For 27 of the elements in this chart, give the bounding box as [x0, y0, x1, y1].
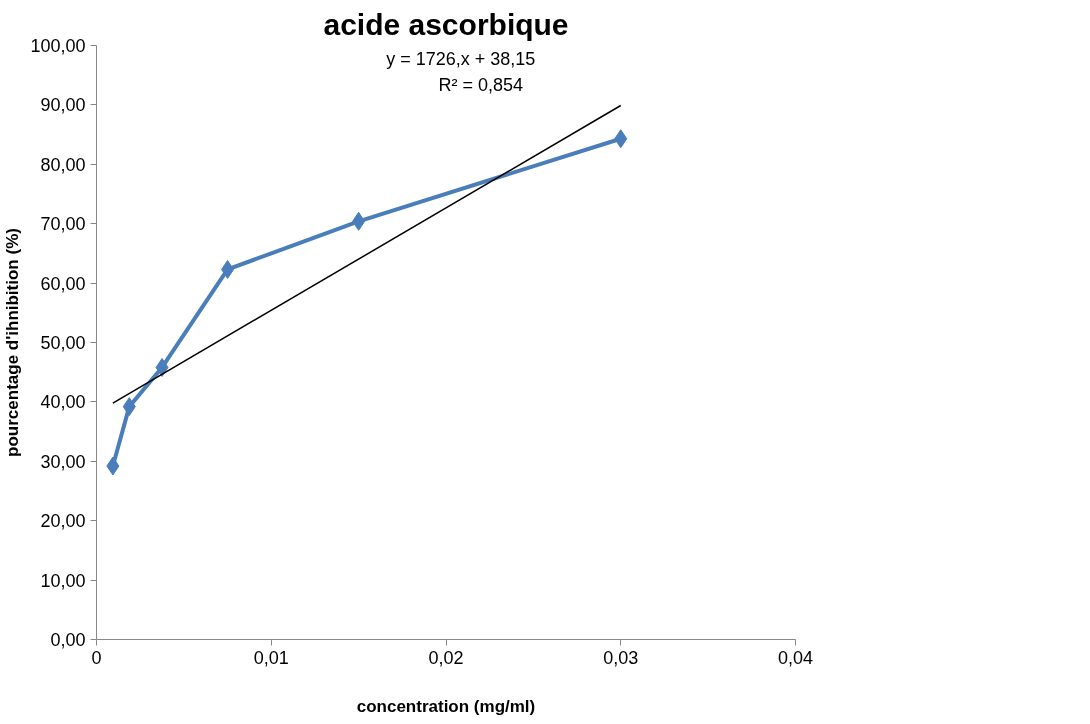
- point: [106, 456, 120, 476]
- y-tick-label: 0,00: [50, 630, 86, 650]
- y-tick-label: 80,00: [40, 154, 86, 175]
- point: [122, 397, 136, 417]
- y-tick-label: 70,00: [40, 214, 86, 235]
- y-axis-title: pourcentage d'ihnibition (%): [3, 228, 23, 457]
- point: [352, 211, 366, 231]
- chart-title: acide ascorbique: [323, 7, 569, 41]
- x-axis-title: concentration (mg/ml): [356, 696, 536, 716]
- x-tick-label: 0,03: [603, 647, 639, 668]
- x-tick-label: 0,01: [253, 647, 289, 668]
- point: [155, 357, 169, 377]
- y-tick-label: 100,00: [30, 36, 86, 56]
- annotation: R² = 0,854: [438, 75, 524, 96]
- point: [221, 259, 235, 279]
- y-tick-label: 20,00: [40, 511, 86, 532]
- y-tick-label: 90,00: [40, 95, 86, 116]
- y-tick-label: 50,00: [40, 333, 86, 353]
- x-tick-label: 0,02: [428, 647, 464, 668]
- x-tick-label: 0: [91, 647, 102, 668]
- x-tick-label: 0,04: [777, 647, 814, 668]
- y-tick-label: 10,00: [40, 570, 86, 591]
- point: [614, 129, 628, 149]
- y-tick-label: 60,00: [40, 273, 86, 294]
- y-tick-label: 40,00: [40, 392, 86, 413]
- y-tick-label: 30,00: [40, 451, 86, 472]
- annotation: y = 1726,x + 38,15: [386, 49, 536, 70]
